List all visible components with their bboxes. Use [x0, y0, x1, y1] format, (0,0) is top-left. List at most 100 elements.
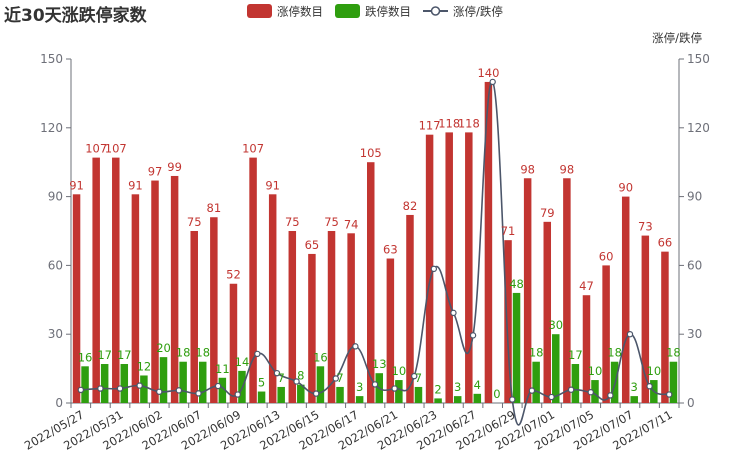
legend[interactable]: 涨停数目 跌停数目 涨停/跌停 [247, 4, 503, 19]
limit-up-bar [151, 180, 159, 403]
page-title: 近30天涨跌停家数 [4, 6, 147, 26]
limit-down-label: 0 [493, 387, 500, 401]
ratio-point [273, 369, 281, 377]
ratio-line [77, 78, 673, 426]
limit-up-label: 73 [638, 220, 653, 234]
limit-up-label: 91 [265, 178, 280, 192]
limit-down-bar [571, 364, 580, 403]
x-axis-labels: 2022/05/272022/05/312022/06/022022/06/07… [22, 407, 675, 452]
limit-down-label: 2 [434, 382, 441, 396]
limit-down-label: 12 [137, 359, 152, 373]
limit-down-label: 3 [454, 380, 461, 394]
limit-down-label: 17 [117, 348, 132, 362]
limit-up-label: 105 [360, 146, 382, 160]
y-tick-label-left: 120 [40, 121, 63, 135]
limit-up-bar [288, 231, 297, 403]
limit-up-bar [210, 217, 218, 403]
limit-up-bar [661, 251, 669, 403]
limit-up-label: 66 [658, 236, 673, 250]
ratio-point [254, 350, 261, 358]
limit-up-bars [72, 81, 669, 404]
limit-down-bar [453, 396, 462, 403]
ratio-point [567, 386, 575, 393]
limit-up-bar [445, 132, 453, 404]
limit-down-bar [159, 357, 168, 403]
ratio-point [195, 390, 202, 397]
y-tick-label-right: 0 [687, 396, 695, 410]
limit-up-bar [563, 178, 571, 403]
ratio-line-path [80, 81, 670, 426]
legend-item-ratio[interactable]: 涨停/跌停 [423, 5, 503, 19]
limit-up-label: 107 [105, 142, 127, 156]
limit-down-label: 16 [313, 350, 328, 364]
legend-item-limit-down[interactable]: 跌停数目 [335, 4, 411, 19]
limit-up-bar [523, 178, 532, 403]
limit-up-label: 81 [207, 201, 222, 215]
limit-down-bar [277, 386, 285, 403]
ratio-point [509, 396, 516, 403]
limit-down-label: 5 [258, 376, 265, 390]
limit-down-label: 11 [215, 362, 230, 376]
limit-down-bar [669, 361, 678, 403]
limit-down-bar [316, 366, 325, 403]
limit-up-bar [72, 194, 81, 403]
legend-swatch-limit-up [247, 4, 272, 18]
ratio-point [411, 372, 418, 380]
limit-up-label: 117 [419, 119, 441, 133]
limit-up-label: 140 [477, 66, 499, 80]
limit-up-bar [327, 231, 336, 403]
limit-up-label: 60 [599, 249, 614, 263]
limit-down-bar [257, 391, 266, 403]
ratio-point [77, 386, 85, 394]
ratio-point [607, 392, 614, 399]
ratio-point [332, 375, 339, 382]
limit-up-label: 107 [242, 142, 264, 156]
legend-label-limit-down: 跌停数目 [365, 5, 411, 19]
legend-swatch-limit-down [335, 4, 360, 18]
legend-label-limit-up: 涨停数目 [277, 5, 323, 19]
y-tick-label-left: 0 [55, 396, 63, 410]
limit-up-label: 91 [128, 178, 143, 192]
limit-down-label: 3 [356, 380, 363, 394]
limit-up-label: 47 [579, 279, 594, 293]
limit-up-bar [465, 132, 473, 404]
legend-item-limit-up[interactable]: 涨停数目 [247, 4, 323, 19]
y-tick-label-left: 150 [40, 52, 63, 66]
y-tick-label-right: 90 [687, 190, 702, 204]
limit-down-label: 10 [647, 364, 662, 378]
limit-down-bar [140, 375, 148, 403]
limit-up-label: 82 [403, 199, 418, 213]
limit-up-label: 99 [167, 160, 182, 174]
ratio-point [646, 383, 653, 390]
ratio-point [371, 381, 379, 388]
ratio-point [548, 393, 555, 401]
limit-up-label: 107 [85, 142, 107, 156]
ratio-point [97, 385, 104, 392]
limit-up-bar [308, 253, 316, 403]
limit-down-bar [120, 364, 129, 403]
limit-up-bar [190, 231, 198, 403]
y-tick-label-right: 120 [687, 121, 710, 135]
y-tick-label-left: 90 [48, 190, 63, 204]
limit-down-label: 18 [195, 346, 210, 360]
limit-down-label: 4 [474, 378, 481, 392]
limit-up-label: 97 [148, 165, 163, 179]
limit-down-label: 16 [78, 350, 93, 364]
ratio-point [469, 332, 477, 339]
limit-down-bar [414, 386, 423, 403]
ratio-point [293, 378, 300, 385]
limit-down-label: 17 [568, 348, 583, 362]
limit-up-label: 75 [324, 215, 339, 229]
limit-down-bar [179, 361, 187, 403]
limit-down-bar [198, 361, 207, 403]
limit-up-label: 71 [501, 224, 516, 238]
limit-down-label: 3 [631, 380, 638, 394]
limit-up-bar [582, 295, 591, 403]
y-tick-label-right: 150 [687, 52, 710, 66]
limit-down-bar [473, 393, 482, 403]
limit-up-label: 98 [520, 162, 535, 176]
limit-up-label: 91 [69, 178, 84, 192]
ratio-point [489, 78, 496, 86]
limit-down-label: 7 [278, 371, 285, 385]
